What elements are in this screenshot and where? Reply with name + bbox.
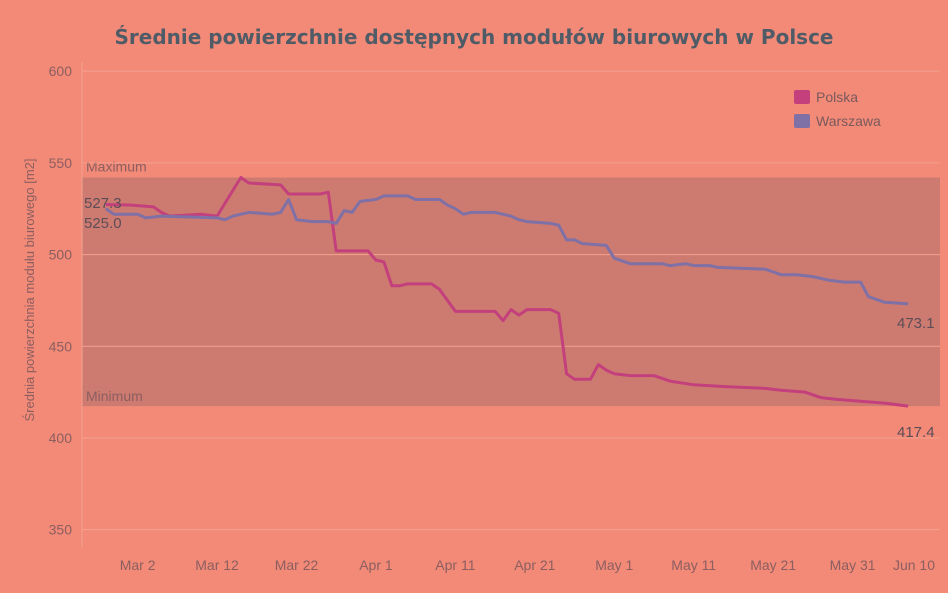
band-label-minimum: Minimum	[86, 388, 143, 404]
x-tick-label: May 31	[830, 557, 876, 573]
x-tick-layer: Mar 2 Mar 12 Mar 22 Apr 1 Apr 11 Apr 21 May 1 M…	[120, 557, 936, 573]
legend-label-polska: Polska	[816, 89, 858, 105]
x-tick-label: May 1	[595, 557, 633, 573]
series-layer	[104, 176, 909, 408]
y-tick-label: 350	[49, 522, 73, 538]
end-label-layer: 527.3 525.0 473.1 417.4	[84, 195, 935, 441]
y-tick-label: 500	[49, 247, 73, 263]
x-tick-label: Apr 1	[359, 557, 393, 573]
band-label-maximum: Maximum	[86, 159, 147, 175]
x-tick-label: May 21	[750, 557, 796, 573]
x-tick-label: Apr 21	[514, 557, 555, 573]
y-tick-label: 550	[49, 155, 73, 171]
legend-swatch-warszawa	[794, 114, 810, 128]
y-tick-label: 600	[49, 63, 73, 79]
gridline-layer	[81, 62, 940, 548]
x-tick-label: Mar 22	[275, 557, 319, 573]
legend-label-warszawa: Warszawa	[816, 113, 881, 129]
y-tick-label: 450	[49, 338, 73, 354]
y-tick-label: 400	[49, 430, 73, 446]
range-band	[82, 177, 940, 407]
y-axis-label: Średnia powierzchnia modułu biurowego [m…	[22, 158, 37, 421]
band-label-minimum-bg	[82, 387, 154, 406]
legend: Polska Warszawa	[794, 89, 881, 129]
x-tick-label: Mar 12	[195, 557, 239, 573]
chart-title: Średnie powierzchnie dostępnych modułów …	[114, 25, 833, 49]
end-label-polska: 417.4	[897, 424, 935, 441]
x-tick-label: Mar 2	[120, 557, 156, 573]
start-label-polska: 527.3	[84, 195, 122, 212]
end-label-warszawa: 473.1	[897, 315, 935, 332]
x-tick-label: Jun 10	[893, 557, 935, 573]
legend-swatch-polska	[794, 90, 810, 104]
start-label-warszawa: 525.0	[84, 215, 122, 232]
x-tick-label: May 11	[671, 557, 716, 573]
series-line-polska	[105, 176, 909, 408]
range-band-layer: Maximum Minimum	[82, 159, 940, 407]
series-line-warszawa	[104, 194, 909, 306]
y-tick-layer: 350 400 450 500 550 600	[49, 63, 73, 537]
x-tick-label: Apr 11	[435, 557, 475, 573]
